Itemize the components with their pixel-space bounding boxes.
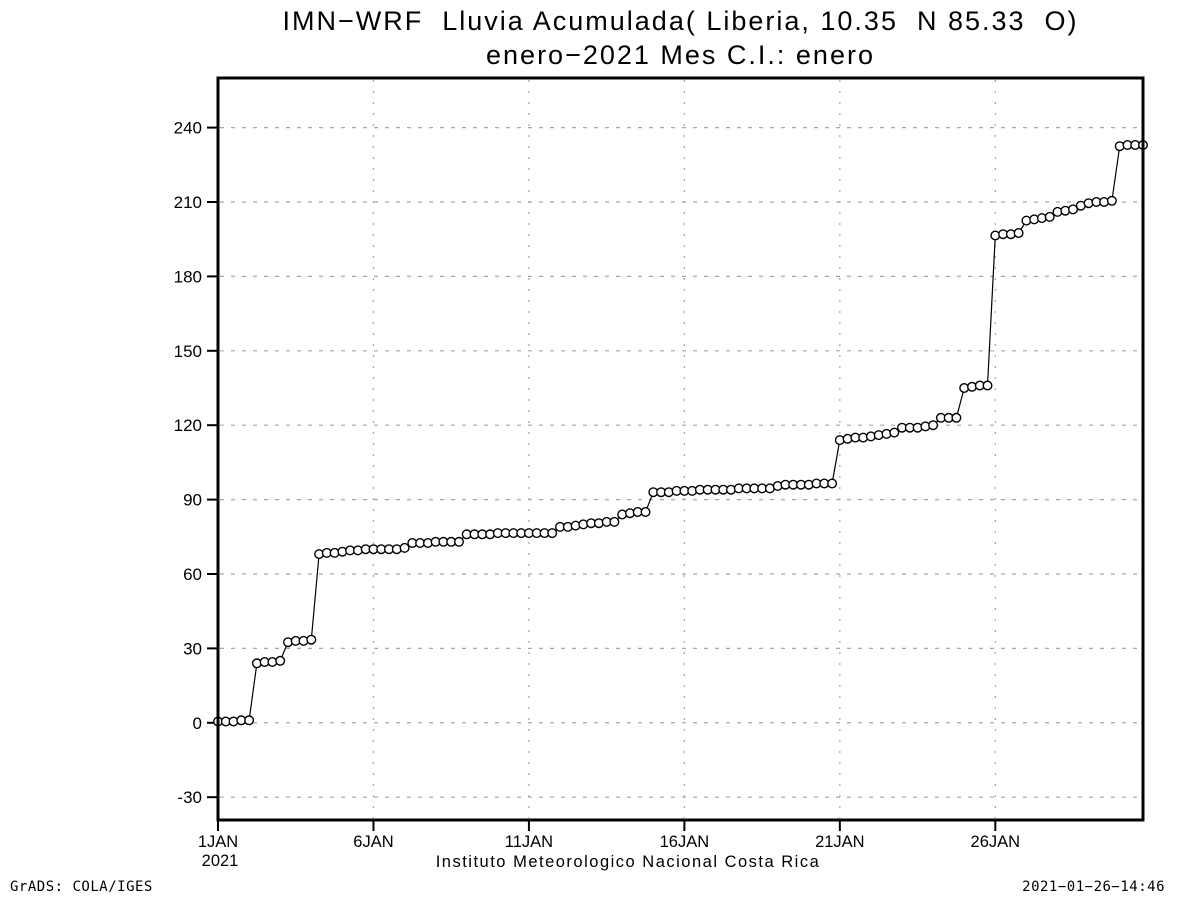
x-axis-caption: Instituto Meteorologico Nacional Costa R… xyxy=(435,853,821,871)
data-point-marker xyxy=(1013,227,1024,238)
x-tick-label: 26JAN xyxy=(971,833,1021,851)
x-tick-label: 11JAN xyxy=(505,833,553,851)
chart-title-line1: IMN−WRF Lluvia Acumulada( Liberia, 10.35… xyxy=(282,6,1079,36)
data-point-marker xyxy=(1106,195,1117,206)
data-point-marker xyxy=(1067,204,1078,215)
y-tick-label: 60 xyxy=(183,565,202,584)
x-tick-label: 1JAN xyxy=(198,833,238,851)
data-point-marker xyxy=(928,420,939,431)
y-tick-label: -30 xyxy=(177,788,202,807)
x-tick-label: 6JAN xyxy=(353,833,393,851)
data-point-marker xyxy=(889,427,900,438)
y-tick-label: 90 xyxy=(183,491,202,510)
data-point-marker xyxy=(827,478,838,489)
x-tick-year-label: 2021 xyxy=(202,852,239,870)
x-tick-label: 16JAN xyxy=(660,833,710,851)
data-point-marker xyxy=(547,528,558,539)
y-tick-label: 240 xyxy=(174,119,202,138)
x-tick-label: 21JAN xyxy=(815,833,865,851)
data-point-marker xyxy=(454,536,465,547)
timestamp: 2021−01−26−14:46 xyxy=(1022,879,1165,895)
data-point-marker xyxy=(399,542,410,553)
chart-title-line2: enero−2021 Mes C.I.: enero xyxy=(486,40,875,70)
data-point-marker xyxy=(244,715,255,726)
data-point-marker xyxy=(951,412,962,423)
data-point-marker xyxy=(640,507,651,518)
y-tick-label: 30 xyxy=(183,639,202,658)
y-tick-label: 0 xyxy=(193,714,202,733)
data-point-marker xyxy=(982,380,993,391)
plot-frame xyxy=(216,76,1145,822)
data-point-marker xyxy=(306,634,317,645)
y-tick-label: 210 xyxy=(174,193,202,212)
y-tick-label: 150 xyxy=(174,342,202,361)
data-point-marker xyxy=(609,516,620,527)
y-tick-label: 120 xyxy=(174,416,202,435)
data-point-marker xyxy=(1044,211,1055,222)
grads-stamp: GrADS: COLA/IGES xyxy=(10,879,153,895)
y-tick-label: 180 xyxy=(174,267,202,286)
data-point-marker xyxy=(275,655,286,666)
